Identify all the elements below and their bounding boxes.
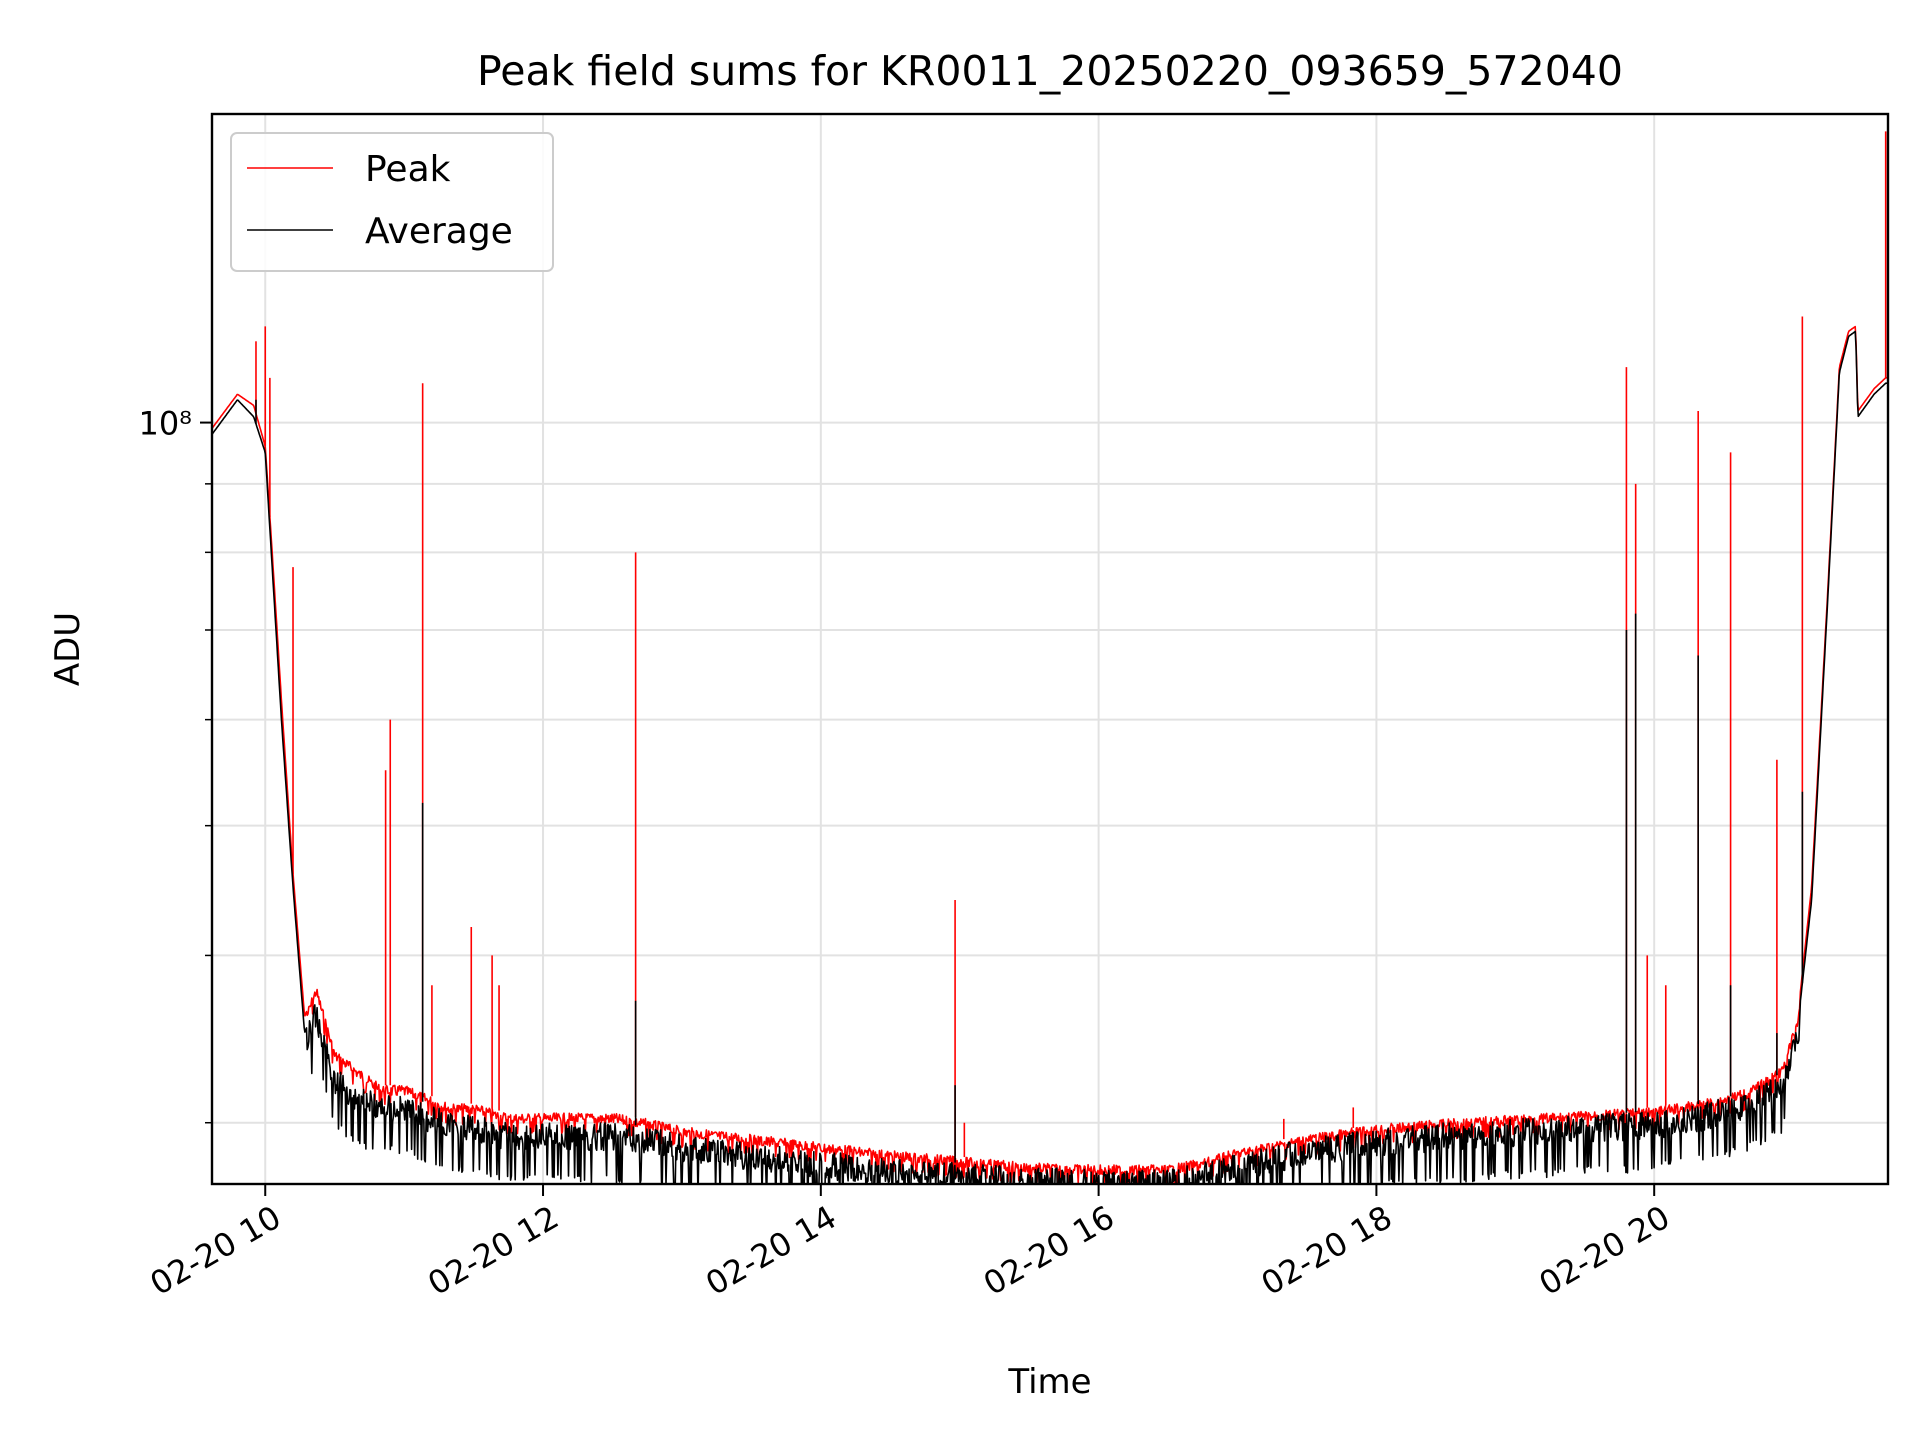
plot-background [212,114,1888,1184]
x-tick-label: 02-20 14 [699,1198,843,1303]
y-axis: 10⁸ [138,405,212,1124]
x-tick-label: 02-20 20 [1533,1198,1677,1303]
legend-average-label: Average [365,211,513,252]
plot-frame [210,112,1890,1186]
x-tick-label: 02-20 12 [421,1198,565,1303]
x-axis-title: Time [1007,1362,1091,1402]
grid [212,114,1888,1184]
plot-area [212,131,1888,1184]
y-tick-label: 10⁸ [138,405,192,443]
x-tick-label: 02-20 10 [144,1198,288,1303]
average-series-line [212,330,1888,1184]
legend: Peak Average [230,132,554,272]
series-layer [212,131,1888,1184]
chart-title: Peak field sums for KR0011_20250220_0936… [477,47,1623,95]
x-tick-label: 02-20 18 [1255,1198,1399,1303]
x-axis: 02-20 10 02-20 12 02-20 14 02-20 16 02-20 18… [144,1184,1677,1303]
x-tick-label: 02-20 16 [977,1198,1121,1303]
legend-peak-label: Peak [365,149,451,190]
y-axis-title: ADU [48,612,88,686]
